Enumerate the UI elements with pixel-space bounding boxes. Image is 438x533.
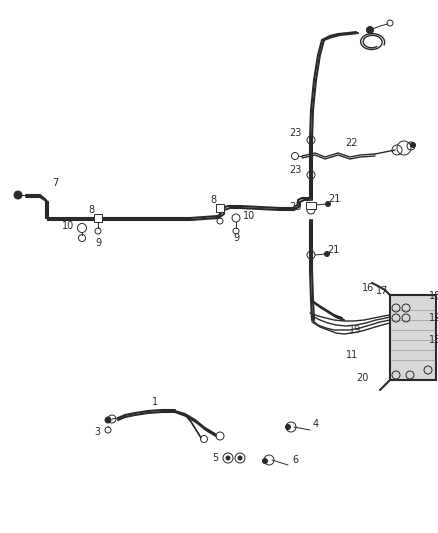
Text: 8: 8 bbox=[88, 205, 94, 215]
Text: 22: 22 bbox=[346, 138, 358, 148]
Text: 10: 10 bbox=[243, 211, 255, 221]
Text: 10: 10 bbox=[62, 221, 74, 231]
Circle shape bbox=[367, 27, 374, 34]
Circle shape bbox=[238, 456, 242, 460]
Circle shape bbox=[262, 458, 268, 464]
Circle shape bbox=[410, 142, 416, 148]
Circle shape bbox=[105, 417, 111, 423]
FancyBboxPatch shape bbox=[306, 202, 316, 209]
Text: 9: 9 bbox=[95, 238, 101, 248]
Text: 19: 19 bbox=[349, 325, 361, 335]
Text: 23: 23 bbox=[289, 202, 301, 212]
Text: 9: 9 bbox=[233, 233, 239, 243]
Text: 6: 6 bbox=[292, 455, 298, 465]
Text: 23: 23 bbox=[289, 128, 301, 138]
Text: 21: 21 bbox=[327, 245, 339, 255]
Text: 7: 7 bbox=[52, 178, 58, 188]
Text: 1: 1 bbox=[152, 397, 158, 407]
Text: 18: 18 bbox=[429, 291, 438, 301]
Circle shape bbox=[325, 252, 329, 256]
FancyBboxPatch shape bbox=[390, 295, 436, 380]
Text: 12: 12 bbox=[429, 313, 438, 323]
Text: 23: 23 bbox=[289, 165, 301, 175]
Text: 4: 4 bbox=[313, 419, 319, 429]
Circle shape bbox=[286, 424, 290, 430]
Text: 21: 21 bbox=[328, 194, 340, 204]
Text: 20: 20 bbox=[356, 373, 368, 383]
Text: 15: 15 bbox=[429, 335, 438, 345]
Text: 11: 11 bbox=[346, 350, 358, 360]
Circle shape bbox=[14, 191, 22, 199]
FancyBboxPatch shape bbox=[216, 204, 224, 212]
Circle shape bbox=[325, 201, 331, 206]
Text: 16: 16 bbox=[362, 283, 374, 293]
FancyBboxPatch shape bbox=[94, 214, 102, 222]
Text: 17: 17 bbox=[376, 286, 388, 296]
Text: 8: 8 bbox=[210, 195, 216, 205]
Text: 5: 5 bbox=[212, 453, 218, 463]
Text: 3: 3 bbox=[94, 427, 100, 437]
Circle shape bbox=[226, 456, 230, 460]
